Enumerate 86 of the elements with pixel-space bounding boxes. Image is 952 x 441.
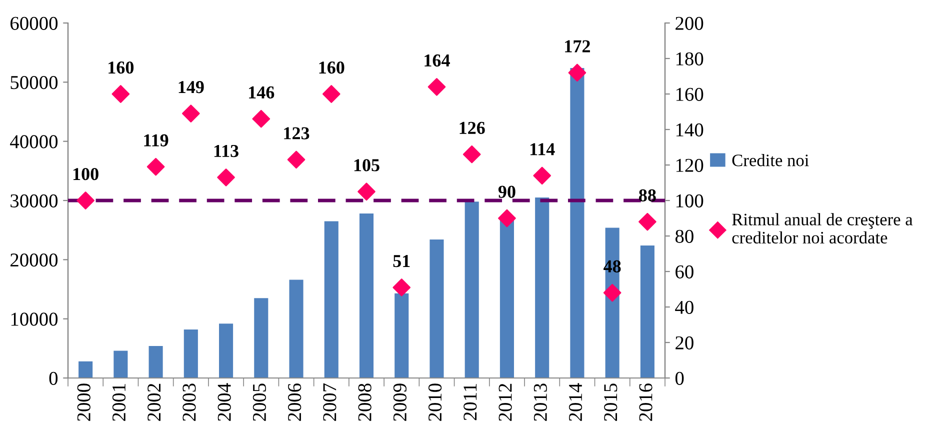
legend-label: Credite noi bbox=[732, 154, 809, 166]
bar bbox=[570, 68, 584, 378]
y-tick-label: 50000 bbox=[10, 76, 58, 90]
data-label: 123 bbox=[284, 127, 310, 140]
bar bbox=[359, 214, 374, 378]
x-tick-label: 2014 bbox=[568, 383, 582, 421]
x-tick-label: 2002 bbox=[148, 384, 161, 421]
y2-tick-label: 0 bbox=[675, 372, 684, 385]
data-label: 172 bbox=[565, 40, 590, 52]
bar bbox=[464, 202, 479, 378]
y2-tick-label: 160 bbox=[676, 88, 704, 101]
bar bbox=[394, 293, 409, 378]
y-tick-label: 60000 bbox=[10, 16, 58, 30]
y2-tick-label: 200 bbox=[676, 16, 704, 30]
y2-tick-label: 60 bbox=[676, 265, 694, 278]
y-tick-label: 30000 bbox=[10, 194, 58, 208]
data-label: 113 bbox=[214, 144, 238, 158]
data-label: 105 bbox=[354, 159, 380, 172]
data-label: 164 bbox=[424, 54, 450, 67]
point bbox=[638, 212, 656, 231]
bar bbox=[500, 218, 514, 378]
bar bbox=[289, 280, 304, 378]
x-tick-label: 2006 bbox=[288, 383, 302, 421]
x-tick-label: 2011 bbox=[464, 384, 477, 420]
point bbox=[533, 166, 551, 185]
bar bbox=[640, 245, 654, 378]
point bbox=[252, 110, 270, 128]
y-tick-label: 0 bbox=[49, 372, 58, 385]
y2-tick-label: 100 bbox=[676, 194, 704, 208]
data-label: 100 bbox=[73, 168, 98, 180]
x-tick-label: 2008 bbox=[358, 384, 372, 421]
data-label: 160 bbox=[108, 61, 134, 74]
x-tick-label: 2003 bbox=[182, 384, 196, 421]
point bbox=[76, 192, 94, 210]
point bbox=[182, 104, 200, 122]
data-label: 146 bbox=[249, 86, 274, 99]
x-tick-label: 2000 bbox=[77, 384, 90, 421]
legend-label: Ritmul anual de creştere a creditelor noi acordate bbox=[732, 213, 913, 244]
data-label: 149 bbox=[178, 81, 204, 94]
point bbox=[428, 78, 446, 96]
point bbox=[287, 150, 306, 169]
data-label: 160 bbox=[319, 61, 344, 74]
x-tick-label: 2004 bbox=[218, 383, 231, 421]
bar bbox=[430, 240, 444, 378]
x-tick-label: 2005 bbox=[252, 384, 266, 421]
y-tick-label: 20000 bbox=[10, 253, 58, 267]
y-tick-label: 10000 bbox=[11, 312, 58, 326]
data-label: 51 bbox=[393, 255, 410, 268]
point bbox=[146, 158, 165, 176]
x-tick-label: 2010 bbox=[428, 384, 442, 421]
y2-tick-label: 180 bbox=[676, 52, 704, 66]
bar bbox=[219, 324, 234, 378]
point bbox=[392, 278, 411, 296]
y2-tick-label: 140 bbox=[676, 123, 704, 136]
x-tick-label: 2007 bbox=[323, 383, 336, 421]
y2-tick-label: 80 bbox=[675, 230, 694, 243]
point bbox=[358, 182, 376, 201]
x-tick-label: 2015 bbox=[604, 384, 618, 421]
x-tick-label: 2013 bbox=[534, 384, 547, 421]
data-label: 114 bbox=[530, 143, 555, 156]
data-label: 88 bbox=[639, 189, 656, 202]
point bbox=[603, 284, 622, 302]
x-tick-label: 2016 bbox=[639, 383, 652, 421]
x-tick-label: 2012 bbox=[498, 384, 512, 421]
x-tick-label: 2001 bbox=[112, 384, 126, 421]
point bbox=[112, 85, 130, 103]
point bbox=[217, 168, 235, 186]
bar bbox=[114, 350, 128, 378]
data-label: 126 bbox=[460, 122, 485, 134]
bar bbox=[184, 329, 198, 378]
y2-tick-label: 120 bbox=[676, 158, 704, 172]
data-label: 119 bbox=[144, 134, 168, 146]
bar bbox=[254, 298, 268, 378]
data-label: 90 bbox=[498, 186, 516, 198]
point bbox=[322, 85, 340, 103]
point bbox=[462, 145, 481, 164]
point bbox=[568, 64, 586, 82]
bar bbox=[324, 221, 338, 378]
bar bbox=[148, 346, 163, 378]
y2-tick-label: 40 bbox=[675, 300, 694, 314]
y-tick-label: 40000 bbox=[10, 135, 58, 148]
x-tick-label: 2009 bbox=[393, 384, 406, 421]
bar bbox=[535, 198, 550, 378]
y2-tick-label: 20 bbox=[676, 336, 694, 350]
bar bbox=[78, 361, 93, 378]
point bbox=[498, 209, 516, 228]
